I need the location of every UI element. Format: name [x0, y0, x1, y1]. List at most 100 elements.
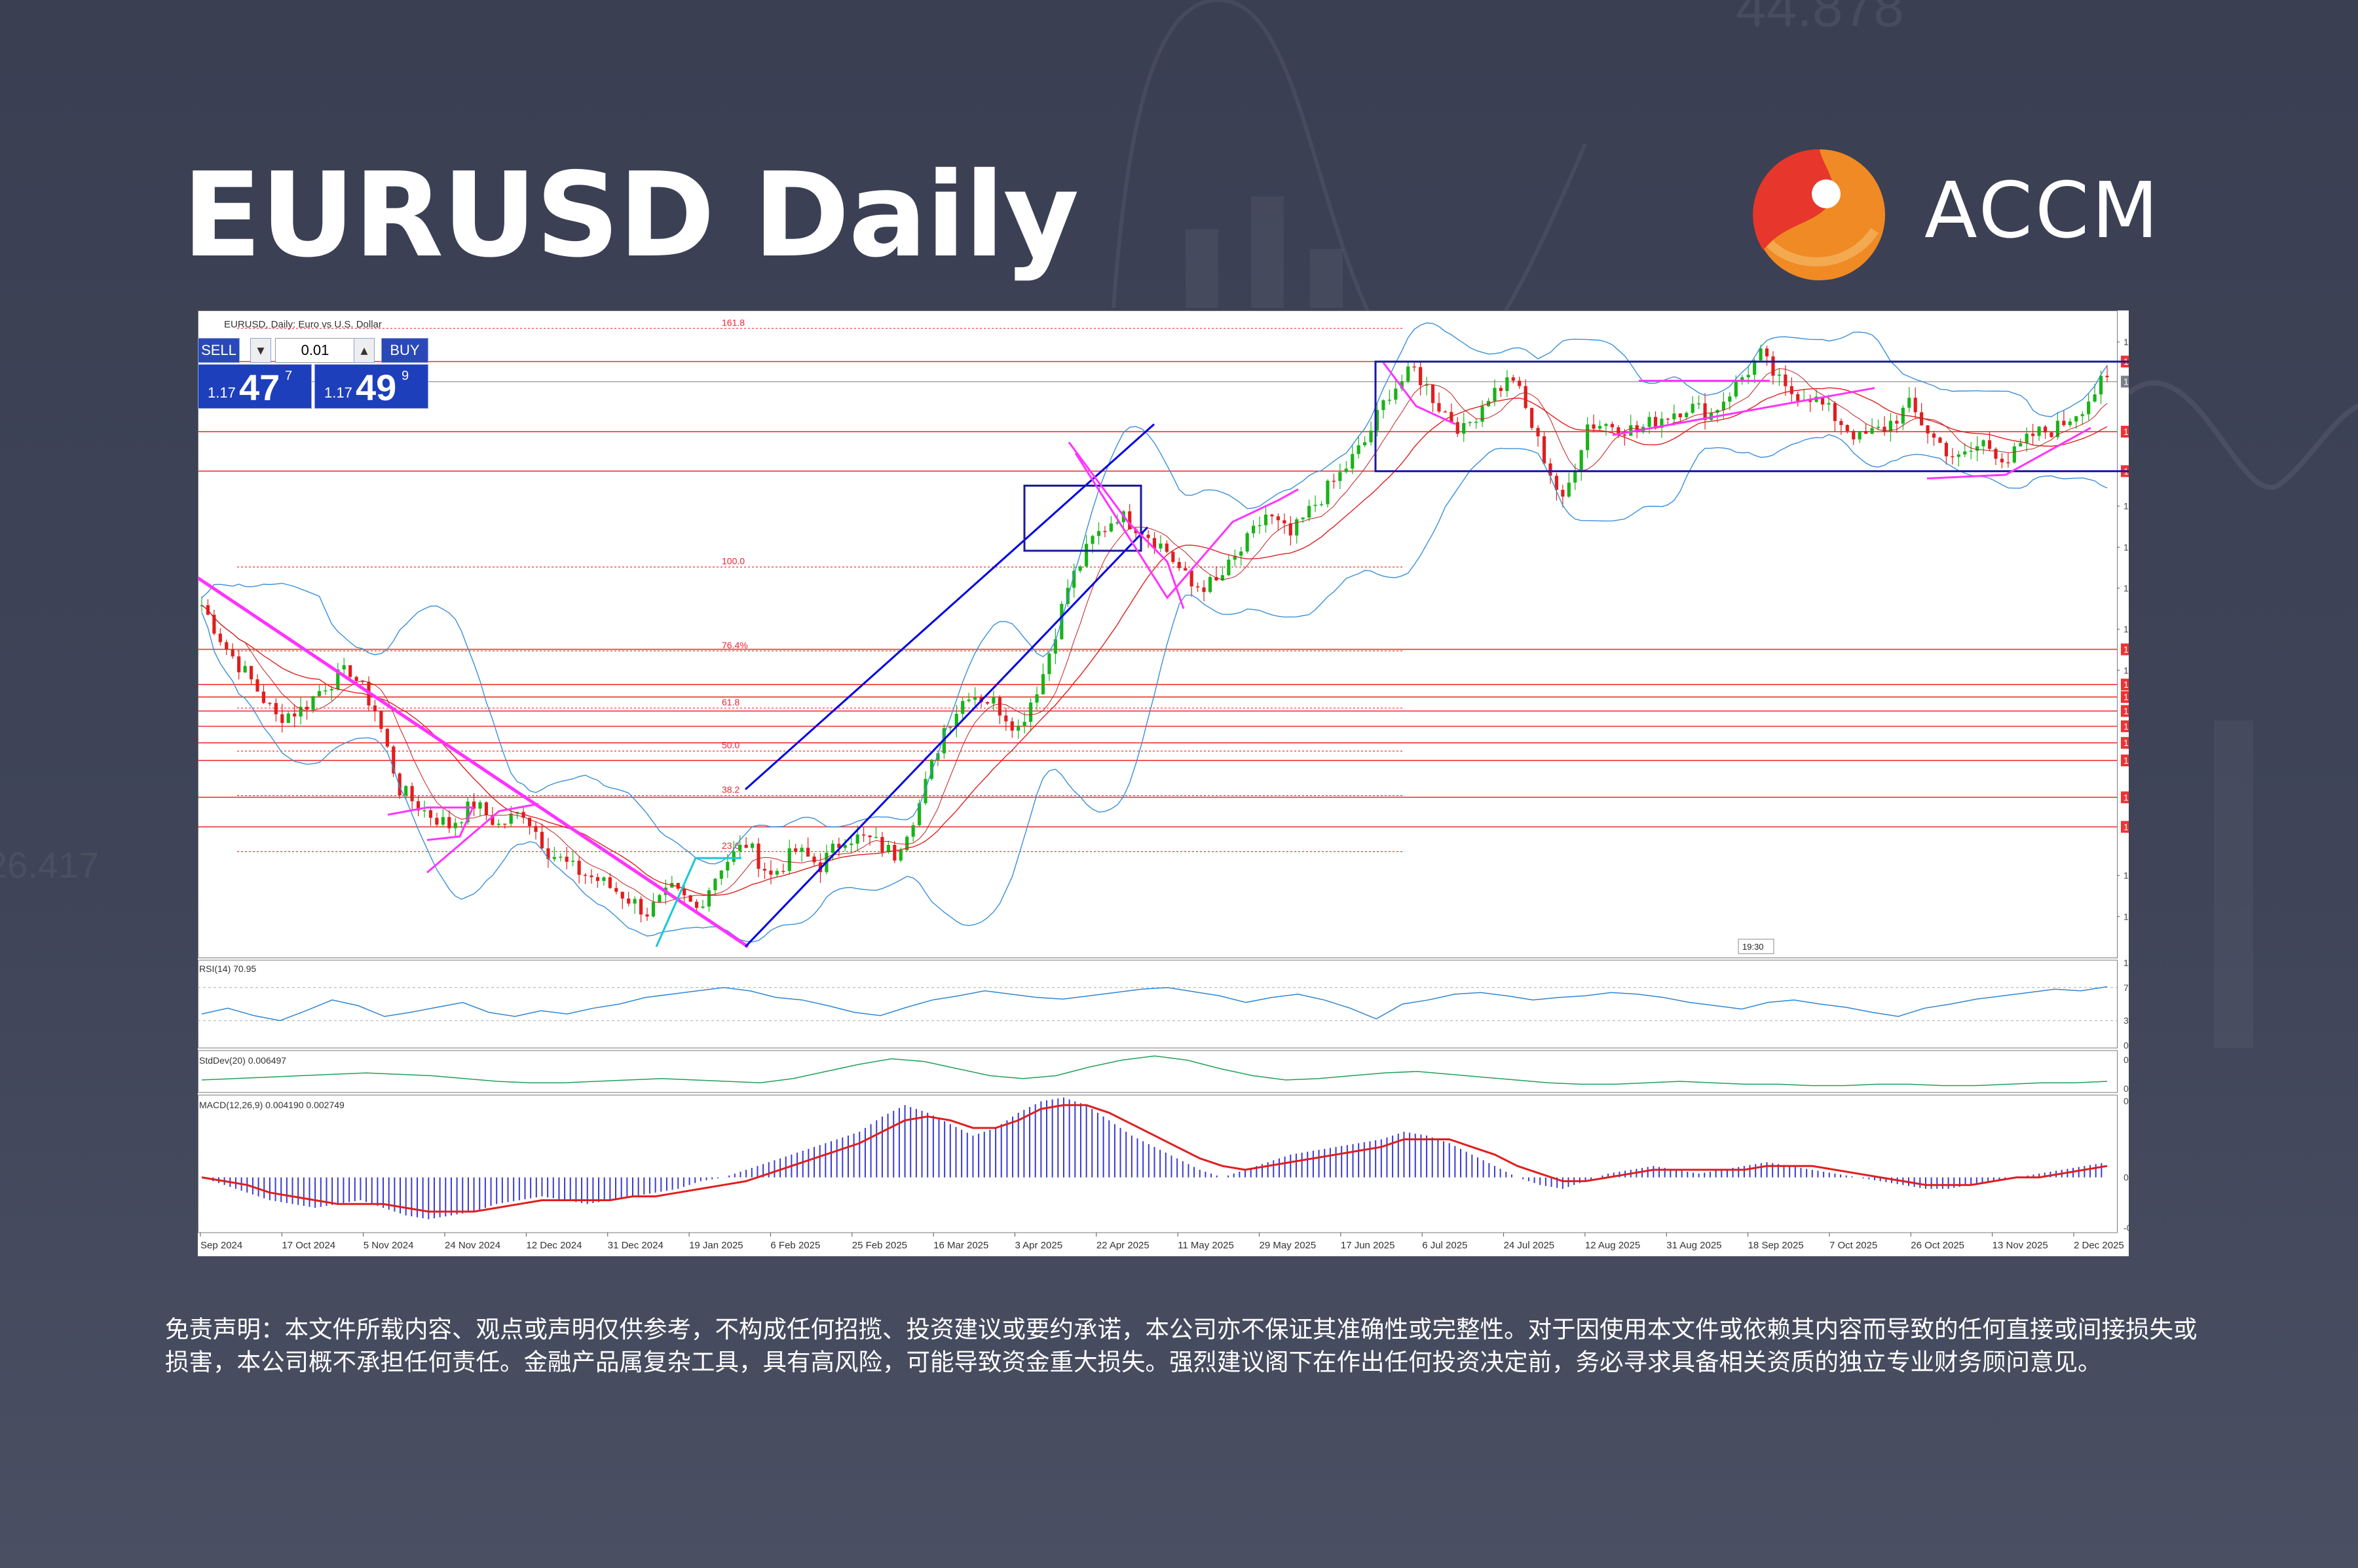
- candle-body: [286, 713, 290, 723]
- candle-body: [614, 887, 618, 892]
- candle-body: [1833, 403, 1837, 421]
- candle-body: [880, 836, 884, 853]
- candle-body: [1796, 394, 1800, 401]
- candle-body: [750, 843, 755, 848]
- candle-body: [1753, 360, 1757, 375]
- candle-body: [590, 875, 593, 878]
- candle-body: [1431, 384, 1435, 403]
- candle-body: [1394, 388, 1398, 400]
- y-tick-label: 1.03820: [2124, 870, 2129, 881]
- candle-body: [855, 834, 859, 844]
- macd-tick-label: -0.01322: [2124, 1222, 2129, 1233]
- fib-label: 61.8: [722, 697, 739, 707]
- candle-body: [373, 705, 377, 712]
- buy-button[interactable]: BUY: [381, 338, 428, 363]
- candle-body: [1554, 476, 1559, 490]
- candle-body: [1536, 428, 1540, 437]
- bid-price[interactable]: 1.17 47 7: [198, 364, 312, 409]
- chart-window[interactable]: EURUSD, Daily: Euro vs U.S. Dollar1.1803…: [198, 310, 2129, 1256]
- candle-body: [329, 689, 333, 691]
- candle-body: [1159, 543, 1163, 549]
- candle-body: [1548, 463, 1552, 476]
- time-box-label: 19:30: [1742, 942, 1764, 952]
- x-tick-label: 25 Feb 2025: [852, 1240, 907, 1251]
- fib-label: 76.4%: [722, 640, 748, 650]
- candle-body: [633, 899, 637, 904]
- candle-body: [472, 801, 476, 809]
- candle-body: [478, 802, 482, 809]
- x-tick-label: 19 Jan 2025: [689, 1240, 743, 1251]
- candle-body: [595, 877, 600, 881]
- rsi-tick-label: 30.00: [2124, 1015, 2129, 1026]
- candle-body: [509, 813, 513, 824]
- candle-body: [249, 665, 253, 680]
- candle-body: [2031, 434, 2035, 436]
- fib-label: 100.0: [722, 556, 745, 567]
- stddev-pane-frame: [198, 1050, 2118, 1093]
- candle-body: [1301, 517, 1305, 519]
- level-label-bg: [2121, 791, 2129, 804]
- candle-body: [1381, 400, 1385, 411]
- candle-body: [627, 898, 631, 904]
- macd-signal-line: [201, 1104, 2108, 1213]
- lot-dropdown[interactable]: ▾: [250, 338, 271, 363]
- ask-price[interactable]: 1.17 49 9: [314, 364, 428, 409]
- candle-body: [280, 714, 284, 723]
- candle-body: [231, 649, 234, 657]
- candle-body: [1882, 426, 1886, 432]
- x-tick-label: 2 Dec 2025: [2074, 1240, 2124, 1251]
- candle-body: [1703, 403, 1707, 420]
- moving-average: [201, 387, 2108, 896]
- candle-body: [1622, 434, 1626, 436]
- candle-body: [1041, 674, 1045, 695]
- candle-body: [992, 697, 996, 704]
- candle-body: [787, 848, 791, 871]
- rsi-label: RSI(14) 70.95: [199, 963, 256, 974]
- candle-body: [1647, 417, 1651, 427]
- candle-body: [360, 681, 365, 682]
- candle-body: [1165, 543, 1169, 552]
- candle-body: [1066, 588, 1070, 605]
- candle-body: [1004, 715, 1008, 722]
- candle-body: [800, 848, 804, 852]
- candle-body: [491, 815, 495, 825]
- level-label-bg: [2121, 643, 2129, 656]
- lot-input[interactable]: 0.01: [275, 338, 355, 363]
- candle-body: [1233, 555, 1237, 560]
- candle-body: [973, 697, 977, 700]
- candle-body: [218, 633, 222, 643]
- candle-body: [1450, 411, 1453, 422]
- one-click-trading-panel: SELL ▾ 0.01 ▴ BUY 1.17 47 7 1.17 49 9: [198, 338, 431, 410]
- candle-body: [299, 707, 303, 717]
- logo-mark-inner: [1753, 149, 1833, 250]
- candle-body: [1691, 403, 1694, 413]
- candle-body: [1771, 356, 1775, 376]
- eurusd-chart[interactable]: EURUSD, Daily: Euro vs U.S. Dollar1.1803…: [198, 310, 2129, 1256]
- candle-body: [1189, 570, 1193, 587]
- candle-body: [1017, 725, 1020, 731]
- range-box: [1374, 360, 2129, 472]
- y-tick-label: 1.14035: [2124, 501, 2129, 512]
- bg-number-right: 44.878: [1736, 0, 1904, 38]
- candle-body: [812, 856, 816, 863]
- stddev-tick-label: 0.026009: [2124, 1055, 2129, 1065]
- candle-body: [1425, 384, 1429, 386]
- lot-stepper[interactable]: ▴: [354, 338, 375, 363]
- candle-body: [1969, 451, 1973, 452]
- level-label-bg: [2121, 720, 2129, 732]
- top-pattern-line: [1382, 362, 1456, 425]
- candle-body: [1326, 480, 1330, 504]
- rsi-tick-label: 0.00: [2124, 1040, 2129, 1051]
- candle-body: [794, 848, 798, 852]
- sell-button[interactable]: SELL: [198, 338, 240, 363]
- candle-body: [1567, 482, 1571, 497]
- x-tick-label: 11 May 2025: [1178, 1240, 1234, 1251]
- candle-body: [1870, 428, 1874, 434]
- candle-body: [1956, 454, 1960, 457]
- bid-big: 47: [239, 367, 280, 408]
- candle-body: [744, 844, 748, 848]
- x-tick-label: 13 Nov 2025: [1993, 1240, 2048, 1251]
- candle-body: [2099, 375, 2103, 395]
- x-tick-label: 31 Aug 2025: [1666, 1240, 1721, 1251]
- candle-body: [534, 826, 538, 832]
